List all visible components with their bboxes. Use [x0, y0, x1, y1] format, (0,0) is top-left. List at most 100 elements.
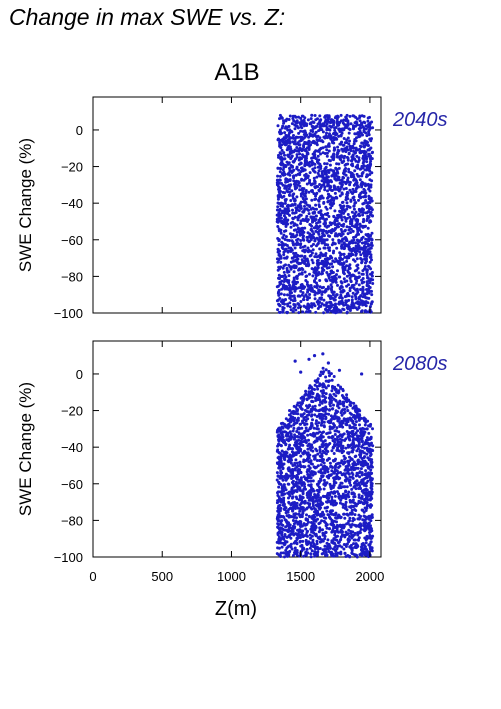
scatter-point: [326, 513, 330, 517]
scatter-point: [315, 207, 318, 211]
scatter-point: [298, 401, 302, 405]
scatter-point: [361, 251, 365, 255]
scatter-point: [331, 446, 335, 450]
scatter-point: [354, 235, 358, 239]
scatter-point: [280, 246, 284, 250]
scatter-point: [364, 296, 368, 300]
scatter-point: [323, 544, 327, 548]
scatter-point: [365, 283, 369, 288]
scatter-point: [285, 438, 289, 442]
scatter-point: [303, 393, 307, 397]
scatter-point: [295, 403, 299, 407]
scatter-point: [287, 482, 291, 486]
scatter-point: [289, 267, 293, 271]
scatter-point: [367, 168, 371, 172]
scatter-point: [342, 187, 346, 191]
scatter-point: [366, 143, 370, 147]
scatter-point: [343, 506, 347, 510]
scatter-point: [354, 454, 358, 458]
scatter-point: [327, 234, 330, 238]
scatter-point: [291, 233, 295, 236]
scatter-point: [284, 298, 287, 301]
scatter-point: [359, 467, 363, 471]
scatter-point: [341, 224, 345, 228]
scatter-point: [318, 122, 322, 126]
scatter-point: [351, 406, 355, 410]
scatter-point: [326, 467, 330, 471]
scatter-point: [286, 302, 289, 306]
scatter-point: [313, 166, 317, 170]
scatter-point: [367, 237, 371, 241]
scatter-point: [289, 250, 293, 253]
scatter-point: [285, 148, 289, 152]
scatter-point: [310, 267, 314, 271]
scatter-point: [297, 306, 300, 310]
scatter-point: [277, 155, 280, 159]
scatter-point: [371, 214, 374, 218]
scatter-point: [363, 459, 367, 463]
scatter-point: [332, 500, 336, 504]
scatter-point: [298, 509, 302, 513]
scatter-point: [357, 247, 361, 251]
scatter-point: [321, 494, 325, 498]
scatter-point: [329, 512, 333, 516]
scatter-point: [282, 253, 286, 257]
scatter-point: [304, 275, 308, 278]
scatter-point: [285, 454, 289, 458]
scatter-point: [338, 210, 342, 214]
scatter-point: [294, 228, 298, 232]
scatter-point: [312, 121, 316, 124]
scatter-point: [345, 113, 349, 117]
scatter-point: [339, 290, 343, 294]
scatter-point: [321, 254, 325, 258]
scatter-point: [313, 170, 317, 174]
scatter-point: [300, 191, 304, 195]
scatter-point: [276, 166, 280, 170]
scatter-point: [358, 434, 362, 438]
scatter-point: [362, 114, 366, 118]
scatter-point: [319, 185, 323, 189]
scatter-point: [344, 489, 348, 493]
scatter-point: [313, 285, 317, 289]
scatter-point: [299, 122, 303, 127]
scatter-point: [369, 468, 373, 472]
scatter-point: [330, 389, 334, 393]
scatter-point: [329, 254, 332, 258]
scatter-point: [285, 178, 289, 181]
scatter-point: [299, 242, 303, 246]
scatter-point: [276, 494, 280, 497]
scatter-point: [348, 215, 352, 219]
scatter-point: [282, 119, 285, 123]
scatter-point: [331, 422, 335, 426]
scatter-point: [330, 407, 334, 411]
scatter-point: [342, 143, 346, 147]
scatter-point: [301, 496, 305, 500]
scatter-point: [319, 209, 323, 213]
scatter-point: [333, 470, 337, 474]
scatter-point: [370, 208, 374, 212]
scatter-point: [318, 537, 322, 541]
scatter-point: [287, 155, 291, 159]
scatter-point: [354, 431, 358, 435]
scatter-point: [362, 129, 366, 133]
scatter-point: [327, 380, 330, 384]
scatter-point: [345, 141, 349, 144]
scatter-point: [366, 276, 370, 280]
y-tick-label: −100: [54, 306, 83, 321]
scatter-point: [297, 272, 301, 276]
scatter-point: [337, 127, 341, 131]
scatter-point: [288, 128, 292, 132]
scatter-point: [365, 288, 368, 291]
scatter-point: [290, 239, 294, 243]
scatter-point: [329, 206, 333, 210]
point-cloud: [275, 366, 375, 559]
scatter-point: [357, 198, 360, 202]
scatter-point: [333, 298, 336, 302]
scatter-point: [321, 174, 325, 178]
scatter-point: [282, 280, 286, 283]
scatter-point: [329, 465, 333, 469]
scatter-point: [296, 481, 300, 485]
scatter-point: [342, 208, 346, 212]
scatter-point: [291, 217, 295, 221]
scatter-point: [323, 234, 326, 238]
